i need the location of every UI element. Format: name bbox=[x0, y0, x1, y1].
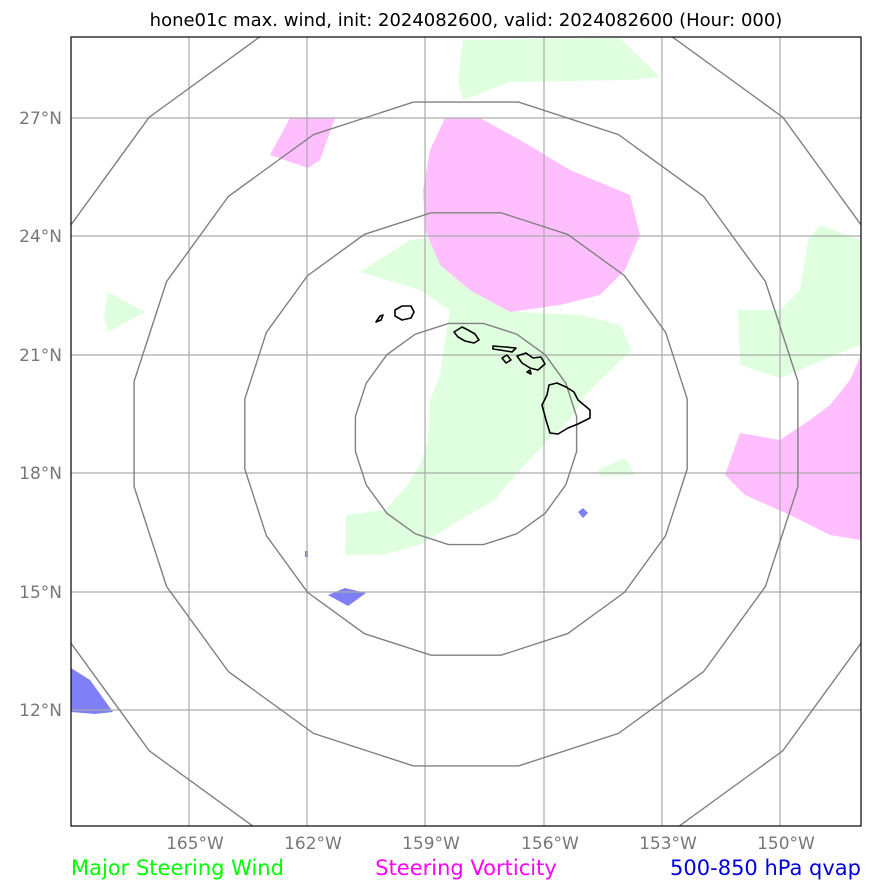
lat-label-15: 15°N bbox=[19, 583, 62, 603]
coast-big-island bbox=[541, 382, 591, 435]
wind-region-east bbox=[738, 225, 861, 378]
wind-region-central bbox=[345, 238, 632, 555]
qvap-region-south bbox=[328, 588, 366, 606]
range-ring-4 bbox=[71, 37, 861, 826]
coast-kahoolawe bbox=[526, 369, 532, 375]
lon-label-153: 153°W bbox=[639, 834, 697, 854]
coast-kauai bbox=[394, 305, 415, 321]
lon-axis-labels: 165°W 162°W 159°W 156°W 153°W 150°W bbox=[166, 834, 815, 854]
steering-vorticity-regions bbox=[270, 118, 861, 540]
lat-axis-labels: 27°N 24°N 21°N 18°N 15°N 12°N bbox=[19, 109, 62, 721]
lon-label-165: 165°W bbox=[166, 834, 224, 854]
legend-qvap: 500-850 hPa qvap bbox=[670, 856, 861, 880]
plot-area bbox=[71, 37, 861, 826]
wind-region-small bbox=[598, 458, 635, 476]
coast-oahu bbox=[453, 326, 480, 344]
vorticity-region-north bbox=[423, 118, 640, 312]
gridlines bbox=[71, 37, 861, 826]
range-ring-3 bbox=[133, 101, 799, 767]
qvap-region-dot bbox=[578, 508, 588, 518]
lon-label-159: 159°W bbox=[402, 834, 460, 854]
vorticity-region-east bbox=[725, 355, 861, 540]
legend-steering-vorticity: Steering Vorticity bbox=[375, 856, 557, 880]
lat-label-24: 24°N bbox=[19, 227, 62, 247]
lon-label-162: 162°W bbox=[284, 834, 342, 854]
qvap-regions bbox=[71, 508, 588, 714]
coast-lanai bbox=[501, 354, 512, 364]
wind-region-top bbox=[458, 38, 660, 100]
legend: Major Steering Wind Steering Vorticity 5… bbox=[71, 856, 861, 880]
qvap-region-southwest bbox=[71, 668, 113, 714]
legend-steering-wind: Major Steering Wind bbox=[71, 856, 284, 880]
range-ring-1 bbox=[354, 322, 578, 546]
coast-molokai bbox=[492, 345, 517, 353]
lat-label-21: 21°N bbox=[19, 346, 62, 366]
lat-label-12: 12°N bbox=[19, 701, 62, 721]
lat-label-27: 27°N bbox=[19, 109, 62, 129]
coastlines bbox=[375, 305, 591, 435]
coast-maui bbox=[516, 352, 546, 371]
figure-title: hone01c max. wind, init: 2024082600, val… bbox=[150, 10, 783, 31]
wind-region-west bbox=[104, 292, 145, 332]
range-rings bbox=[71, 37, 861, 826]
lon-label-156: 156°W bbox=[521, 834, 579, 854]
range-ring-2 bbox=[244, 212, 688, 656]
coast-niihau bbox=[375, 314, 384, 323]
plot-frame bbox=[70, 36, 862, 827]
lat-label-18: 18°N bbox=[19, 464, 62, 484]
lon-label-150: 150°W bbox=[757, 834, 815, 854]
steering-wind-regions bbox=[104, 38, 861, 555]
